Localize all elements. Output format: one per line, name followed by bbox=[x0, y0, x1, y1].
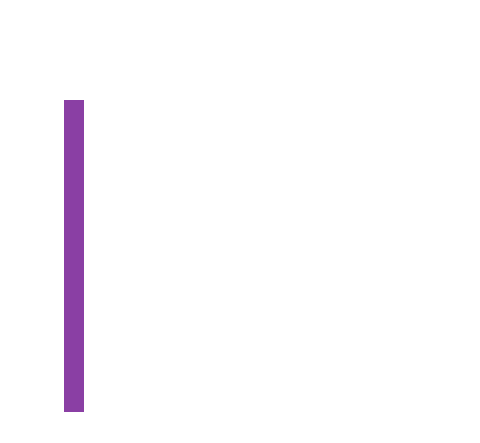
accent-bar bbox=[64, 100, 84, 412]
